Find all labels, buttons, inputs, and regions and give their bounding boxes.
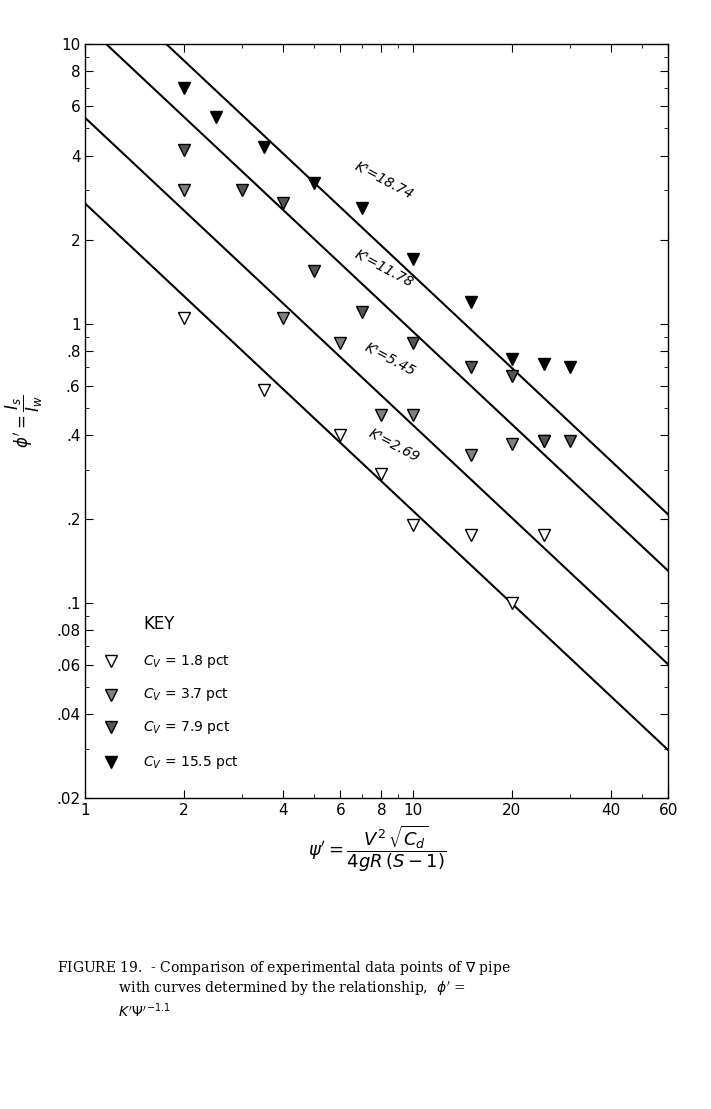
Text: K'=5.45: K'=5.45	[363, 340, 418, 379]
Text: $C_V$ = 1.8 pct: $C_V$ = 1.8 pct	[143, 653, 230, 670]
Text: K'=11.78: K'=11.78	[352, 247, 415, 291]
Text: K'=18.74: K'=18.74	[352, 160, 415, 202]
Text: KEY: KEY	[143, 615, 174, 633]
Text: K'=2.69: K'=2.69	[366, 427, 422, 465]
Y-axis label: $\phi' = \dfrac{I_s}{I_w}$: $\phi' = \dfrac{I_s}{I_w}$	[4, 395, 45, 448]
Text: $C_V$ = 7.9 pct: $C_V$ = 7.9 pct	[143, 719, 230, 735]
Text: $\psi' = \dfrac{V^2\,\sqrt{C_d}}{4gR\,(S-1)}$: $\psi' = \dfrac{V^2\,\sqrt{C_d}}{4gR\,(S…	[308, 823, 446, 874]
Text: $C_V$ = 3.7 pct: $C_V$ = 3.7 pct	[143, 686, 229, 703]
Text: FIGURE 19.  - Comparison of experimental data points of $\nabla$ pipe
          : FIGURE 19. - Comparison of experimental …	[57, 959, 510, 1020]
Text: $C_V$ = 15.5 pct: $C_V$ = 15.5 pct	[143, 753, 239, 771]
